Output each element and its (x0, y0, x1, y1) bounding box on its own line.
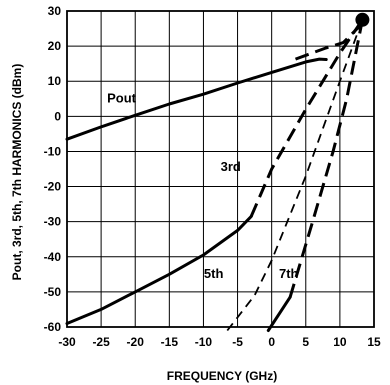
y-tick-label: -50 (44, 285, 62, 299)
y-tick-label: -20 (44, 180, 62, 194)
x-tick-label: -10 (195, 335, 213, 349)
y-axis-label: Pout, 3rd, 5th, 7th HARMONICS (dBm) (10, 64, 24, 281)
y-tick-label: -10 (44, 144, 62, 158)
annotation-pout: Pout (107, 90, 137, 105)
series-7th-solid (266, 295, 292, 332)
convergence-point (355, 12, 370, 27)
series-7th-dashed (288, 19, 364, 298)
x-tick-label: -5 (232, 335, 243, 349)
tick-labels: -30 -25 -20 -15 -10 -5 0 5 10 153020100-10-20-30-… (44, 4, 381, 349)
series-annotations: Pout 3rd 5th 7th (107, 90, 298, 281)
x-tick-label: 5 (302, 335, 309, 349)
x-tick-label: -15 (161, 335, 179, 349)
y-tick-label: 30 (48, 4, 62, 18)
x-tick-label: -20 (127, 335, 145, 349)
x-tick-label: -30 (58, 335, 76, 349)
series-3rd-solid (65, 214, 253, 325)
series-3rd-dashed (249, 18, 364, 217)
y-tick-label: 20 (48, 39, 62, 53)
y-tick-label: -60 (44, 320, 62, 334)
x-tick-label: 15 (367, 335, 381, 349)
plot-frame (66, 10, 375, 328)
x-tick-label: -25 (92, 335, 110, 349)
annotation-3rd: 3rd (221, 159, 241, 174)
y-tick-label: -40 (44, 250, 62, 264)
series-pout-solid (65, 57, 328, 141)
annotation-7th: 7th (279, 266, 299, 281)
y-tick-label: 10 (48, 74, 62, 88)
x-tick-label: 0 (268, 335, 275, 349)
y-tick-label: -30 (44, 215, 62, 229)
x-tick-label: 10 (333, 335, 347, 349)
data-series (65, 12, 370, 332)
x-axis-label: FREQUENCY (GHz) (167, 369, 277, 383)
series-5th-dashed (226, 19, 364, 332)
y-tick-label: 0 (54, 109, 61, 123)
annotation-5th: 5th (204, 266, 224, 281)
